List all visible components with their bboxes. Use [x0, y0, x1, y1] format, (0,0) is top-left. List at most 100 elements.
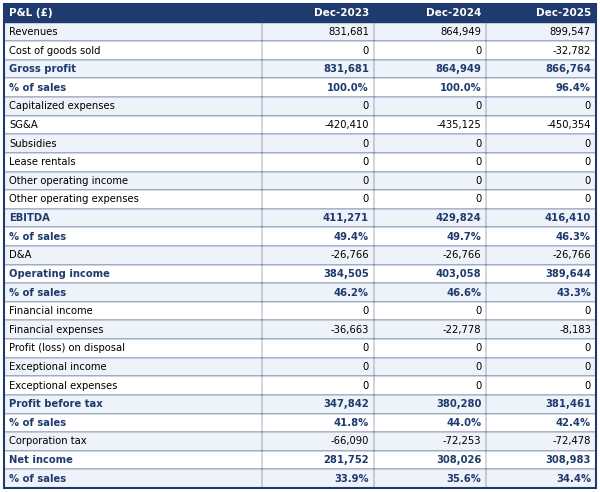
Text: 0: 0 [585, 139, 591, 149]
Text: 0: 0 [475, 157, 481, 167]
Text: 49.4%: 49.4% [334, 232, 369, 242]
Text: % of sales: % of sales [9, 287, 66, 298]
Bar [4, 265, 596, 283]
Text: 308,026: 308,026 [436, 455, 481, 465]
Text: 831,681: 831,681 [323, 64, 369, 74]
Text: Subsidies: Subsidies [9, 139, 56, 149]
Bar [4, 116, 596, 134]
Text: -26,766: -26,766 [553, 250, 591, 260]
Text: Exceptional expenses: Exceptional expenses [9, 381, 118, 391]
Text: Profit (loss) on disposal: Profit (loss) on disposal [9, 343, 125, 353]
Text: 41.8%: 41.8% [334, 418, 369, 428]
Text: 0: 0 [363, 139, 369, 149]
Bar [4, 283, 596, 302]
Text: % of sales: % of sales [9, 232, 66, 242]
Bar [4, 227, 596, 246]
Text: 384,505: 384,505 [323, 269, 369, 279]
Text: 0: 0 [585, 306, 591, 316]
Bar [4, 432, 596, 451]
Text: 33.9%: 33.9% [334, 474, 369, 484]
Text: 46.3%: 46.3% [556, 232, 591, 242]
Text: Financial expenses: Financial expenses [9, 325, 104, 335]
Bar [374, 4, 487, 23]
Text: Financial income: Financial income [9, 306, 93, 316]
Text: 0: 0 [585, 176, 591, 186]
Text: 281,752: 281,752 [323, 455, 369, 465]
Text: Revenues: Revenues [9, 27, 58, 37]
Text: Corporation tax: Corporation tax [9, 436, 86, 446]
Bar [4, 358, 596, 376]
Text: -450,354: -450,354 [547, 120, 591, 130]
Text: -420,410: -420,410 [325, 120, 369, 130]
Text: 0: 0 [585, 157, 591, 167]
Text: 44.0%: 44.0% [446, 418, 481, 428]
Text: P&L (£): P&L (£) [9, 8, 53, 18]
Text: -72,253: -72,253 [443, 436, 481, 446]
Text: Dec-2024: Dec-2024 [426, 8, 481, 18]
Bar [4, 190, 596, 209]
Bar [4, 4, 262, 23]
Text: 864,949: 864,949 [436, 64, 481, 74]
Text: 0: 0 [363, 157, 369, 167]
Text: 0: 0 [585, 194, 591, 205]
Text: 0: 0 [475, 381, 481, 391]
Text: 0: 0 [585, 343, 591, 353]
Text: Dec-2025: Dec-2025 [536, 8, 591, 18]
Bar [4, 153, 596, 172]
Text: 0: 0 [585, 101, 591, 111]
Text: 0: 0 [475, 176, 481, 186]
Text: 0: 0 [585, 362, 591, 372]
Text: 35.6%: 35.6% [446, 474, 481, 484]
Text: 0: 0 [363, 381, 369, 391]
Text: 46.6%: 46.6% [446, 287, 481, 298]
Text: 0: 0 [363, 362, 369, 372]
Text: 0: 0 [363, 306, 369, 316]
Text: 0: 0 [475, 101, 481, 111]
Bar [4, 320, 596, 339]
Text: D&A: D&A [9, 250, 32, 260]
Text: 0: 0 [475, 194, 481, 205]
Text: -8,183: -8,183 [559, 325, 591, 335]
Text: -32,782: -32,782 [553, 46, 591, 56]
Text: 380,280: 380,280 [436, 399, 481, 409]
Text: 389,644: 389,644 [545, 269, 591, 279]
Bar [4, 376, 596, 395]
Text: -435,125: -435,125 [437, 120, 481, 130]
Text: Lease rentals: Lease rentals [9, 157, 76, 167]
Text: -36,663: -36,663 [331, 325, 369, 335]
Text: % of sales: % of sales [9, 83, 66, 93]
Text: Exceptional income: Exceptional income [9, 362, 107, 372]
Bar [4, 78, 596, 97]
Text: SG&A: SG&A [9, 120, 38, 130]
Bar [4, 172, 596, 190]
Text: 42.4%: 42.4% [556, 418, 591, 428]
Text: 416,410: 416,410 [545, 213, 591, 223]
Text: 49.7%: 49.7% [446, 232, 481, 242]
Text: 0: 0 [475, 46, 481, 56]
Bar [487, 4, 596, 23]
Text: 0: 0 [475, 343, 481, 353]
Text: 100.0%: 100.0% [440, 83, 481, 93]
Text: 0: 0 [363, 176, 369, 186]
Text: 866,764: 866,764 [545, 64, 591, 74]
Text: 0: 0 [475, 139, 481, 149]
Bar [4, 302, 596, 320]
Text: 403,058: 403,058 [436, 269, 481, 279]
Text: -26,766: -26,766 [443, 250, 481, 260]
Text: 34.4%: 34.4% [556, 474, 591, 484]
Text: 46.2%: 46.2% [334, 287, 369, 298]
Text: 0: 0 [475, 306, 481, 316]
Text: 381,461: 381,461 [545, 399, 591, 409]
Bar [4, 246, 596, 265]
Text: Capitalized expenses: Capitalized expenses [9, 101, 115, 111]
Text: Cost of goods sold: Cost of goods sold [9, 46, 101, 56]
Bar [4, 97, 596, 116]
Text: 100.0%: 100.0% [327, 83, 369, 93]
Bar [262, 4, 374, 23]
Text: 0: 0 [363, 343, 369, 353]
Text: 0: 0 [475, 362, 481, 372]
Text: Other operating expenses: Other operating expenses [9, 194, 139, 205]
Text: Gross profit: Gross profit [9, 64, 76, 74]
Bar [4, 60, 596, 78]
Text: EBITDA: EBITDA [9, 213, 50, 223]
